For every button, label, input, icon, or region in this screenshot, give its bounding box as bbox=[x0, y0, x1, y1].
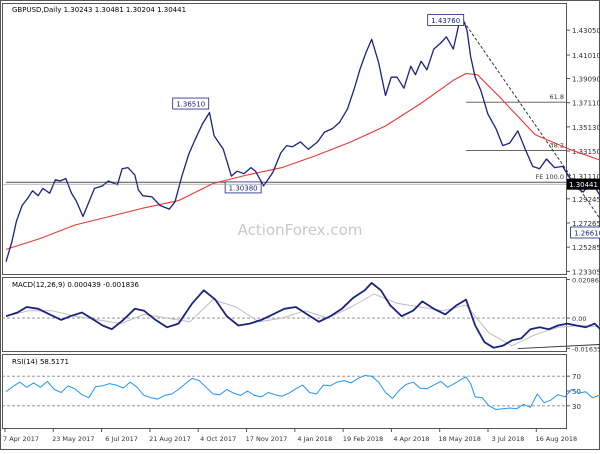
macd-y-tick-label: 0.00 bbox=[572, 315, 586, 323]
x-axis-label: 17 Nov 2017 bbox=[246, 435, 288, 443]
price-title: GBPUSD,Daily 1.30243 1.30481 1.30204 1.3… bbox=[12, 6, 186, 14]
x-axis-label: 18 May 2018 bbox=[439, 435, 481, 443]
last-price-label: 1.30441 bbox=[569, 181, 598, 189]
price-y-tick-label: 1.43050 bbox=[572, 27, 600, 35]
macd-trendline bbox=[517, 344, 600, 350]
price-y-tick-label: 1.37110 bbox=[572, 100, 600, 108]
price-y-tick-label: 1.31110 bbox=[572, 173, 600, 181]
macd-title: MACD(12,26,9) 0.000439 -0.001836 bbox=[12, 281, 139, 289]
watermark: ActionForex.com bbox=[238, 221, 363, 239]
price-y-tick-label: 1.25285 bbox=[572, 244, 600, 252]
rsi-y-tick-label: 30 bbox=[572, 403, 581, 411]
x-axis-label: 19 Feb 2018 bbox=[343, 435, 383, 443]
price-y-tick-label: 1.29245 bbox=[572, 196, 600, 204]
x-axis-label: 16 Aug 2018 bbox=[535, 435, 577, 443]
rsi-line bbox=[5, 375, 600, 410]
last-price-box bbox=[567, 178, 600, 190]
level-label: 38.2 bbox=[550, 141, 564, 149]
moving-average-line bbox=[5, 72, 600, 250]
rsi-title: RSI(14) 58.5171 bbox=[12, 358, 69, 366]
price-annotation: 1.36510 bbox=[176, 101, 205, 109]
price-label-box bbox=[570, 226, 600, 239]
price-y-tick-label: 1.35130 bbox=[572, 124, 600, 132]
x-axis-label: 4 Oct 2017 bbox=[200, 435, 236, 443]
price-label-box bbox=[427, 14, 465, 26]
macd-y-tick-label: -0.016357 bbox=[572, 345, 600, 353]
price-y-tick-label: 1.41010 bbox=[572, 52, 600, 60]
macd-panel-frame bbox=[2, 277, 567, 352]
level-label: FE 100.0 bbox=[535, 173, 564, 181]
macd-line bbox=[5, 281, 600, 349]
price-panel-frame bbox=[2, 3, 567, 275]
price-label-box bbox=[224, 181, 262, 194]
macd-y-tick-label: 0.020861 bbox=[572, 276, 600, 284]
x-axis-label: 4 Apr 2018 bbox=[393, 435, 429, 443]
price-y-tick-label: 1.23305 bbox=[572, 268, 600, 276]
rsi-y-tick-label: 70 bbox=[572, 373, 581, 381]
price-y-tick-label: 1.33150 bbox=[572, 148, 600, 156]
dashed-trendline bbox=[463, 21, 600, 220]
price-label-box bbox=[172, 97, 210, 110]
price-line bbox=[5, 20, 600, 262]
price-annotation: 1.43760 bbox=[431, 17, 460, 25]
price-annotation: 1.30380 bbox=[229, 184, 258, 192]
x-axis-label: 7 Apr 2017 bbox=[3, 435, 39, 443]
price-annotation: 1.26610 bbox=[574, 229, 600, 237]
level-label: 61.8 bbox=[550, 93, 564, 101]
x-axis-label: 23 May 2017 bbox=[52, 435, 94, 443]
x-axis-label: 6 Jul 2017 bbox=[105, 435, 138, 443]
x-axis-label: 3 Jul 2018 bbox=[492, 435, 525, 443]
price-y-tick-label: 1.27265 bbox=[572, 220, 600, 228]
price-y-tick-label: 1.39090 bbox=[572, 76, 600, 84]
x-axis-label: 4 Jan 2018 bbox=[297, 435, 332, 443]
x-axis-label: 21 Aug 2017 bbox=[149, 435, 191, 443]
